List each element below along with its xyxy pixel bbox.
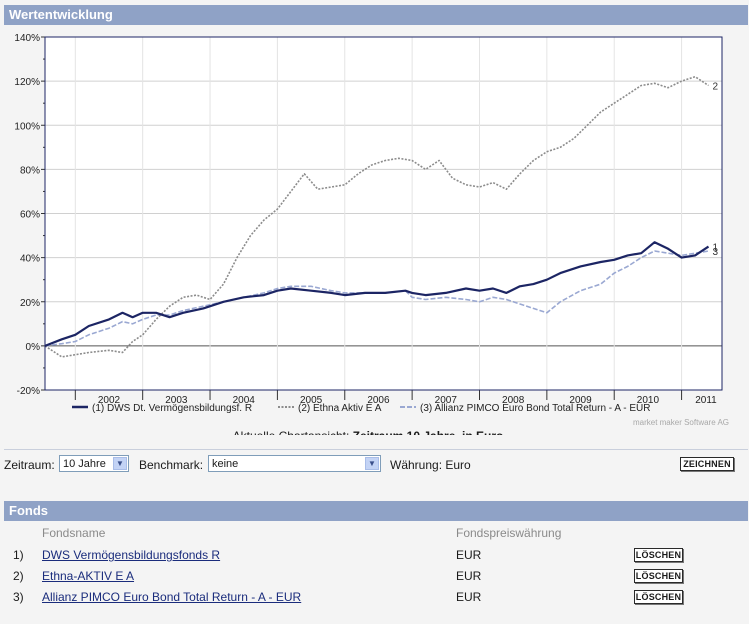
x-tick-label: 2011 <box>695 395 717 406</box>
zeitraum-value: 10 Jahre <box>63 458 106 470</box>
fonds-header: Fonds <box>4 501 748 521</box>
series-end-label: 1 <box>713 243 719 254</box>
y-tick-label: 140% <box>14 33 40 44</box>
x-tick-label: 2002 <box>98 395 121 406</box>
benchmark-value: keine <box>212 458 239 470</box>
series-line-1 <box>44 241 710 347</box>
table-row: 2) Ethna-AKTIV E A EUR LÖSCHEN <box>0 569 749 587</box>
fund-currency: EUR <box>456 569 482 583</box>
y-tick-label: 40% <box>20 254 40 265</box>
chevron-down-icon: ▼ <box>365 457 379 470</box>
x-tick-label: 2005 <box>300 395 323 406</box>
fund-currency: EUR <box>456 590 482 604</box>
y-tick-label: 80% <box>20 165 40 176</box>
fund-link[interactable]: Allianz PIMCO Euro Bond Total Return - A… <box>42 590 302 604</box>
x-tick-label: 2009 <box>569 395 592 406</box>
x-tick-label: 2008 <box>502 395 525 406</box>
y-tick-label: 20% <box>20 298 40 309</box>
performance-chart: -20% 0% 20% 40% 60% 80% 100% 120% 140% 2002 2003 20… <box>14 33 729 435</box>
wertentwicklung-header: Wertentwicklung <box>4 5 748 25</box>
loeschen-button[interactable]: LÖSCHEN <box>634 590 683 604</box>
loeschen-button[interactable]: LÖSCHEN <box>634 548 683 562</box>
benchmark-label: Benchmark: <box>139 458 204 472</box>
row-number: 1) <box>13 548 24 562</box>
fonds-table: Fondsname Fondspreiswährung 1) DWS Vermö… <box>0 521 749 624</box>
caption-value: Zeitraum 10 Jahre, in Euro <box>353 429 504 435</box>
fund-link[interactable]: Ethna-AKTIV E A <box>42 569 135 583</box>
column-header-fondspreiswaehrung: Fondspreiswährung <box>456 526 562 540</box>
y-tick-label: 60% <box>20 210 40 221</box>
row-number: 2) <box>13 569 24 583</box>
chevron-down-icon: ▼ <box>113 457 127 470</box>
x-tick-label: 2007 <box>435 395 458 406</box>
row-number: 3) <box>13 590 24 604</box>
series-line-2 <box>44 75 709 358</box>
fund-currency: EUR <box>456 548 482 562</box>
legend-entry: (3) Allianz PIMCO Euro Bond Total Return… <box>420 403 650 414</box>
y-tick-label: 120% <box>14 77 40 88</box>
y-tick-label: -20% <box>17 386 40 397</box>
table-row: 3) Allianz PIMCO Euro Bond Total Return … <box>0 590 749 608</box>
benchmark-select[interactable]: keine ▼ <box>208 455 381 472</box>
x-tick-label: 2003 <box>165 395 188 406</box>
loeschen-button[interactable]: LÖSCHEN <box>634 569 683 583</box>
series-end-label: 2 <box>713 82 719 93</box>
zeitraum-select[interactable]: 10 Jahre ▼ <box>59 455 129 472</box>
divider <box>4 449 748 450</box>
caption-prefix: Aktuelle Chartansicht: <box>233 429 353 435</box>
waehrung-label: Währung: Euro <box>390 458 471 472</box>
series-end-label: 3 <box>713 247 719 258</box>
chart-controls: Zeitraum: 10 Jahre ▼ Benchmark: keine ▼ … <box>0 455 749 475</box>
plot-border <box>44 36 723 391</box>
y-tick-label: 0% <box>26 342 41 353</box>
legend-entry: (2) Ethna Aktiv E A <box>298 403 382 414</box>
y-tick-label: 100% <box>14 121 40 132</box>
zeichnen-button[interactable]: ZEICHNEN <box>680 457 734 471</box>
zeitraum-label: Zeitraum: <box>4 458 55 472</box>
fund-link[interactable]: DWS Vermögensbildungsfonds R <box>42 548 221 562</box>
x-tick-label: 2004 <box>233 395 256 406</box>
x-tick-label: 2010 <box>637 395 660 406</box>
x-tick-label: 2006 <box>367 395 390 406</box>
chart-caption: Aktuelle Chartansicht: Zeitraum 10 Jahre… <box>233 429 504 435</box>
watermark-text: market maker Software AG <box>633 418 729 427</box>
table-row: 1) DWS Vermögensbildungsfonds R EUR LÖSC… <box>0 548 749 566</box>
column-header-fondsname: Fondsname <box>42 526 106 540</box>
legend-entry: (1) DWS Dt. Vermögensbildungsf. R <box>92 403 252 414</box>
